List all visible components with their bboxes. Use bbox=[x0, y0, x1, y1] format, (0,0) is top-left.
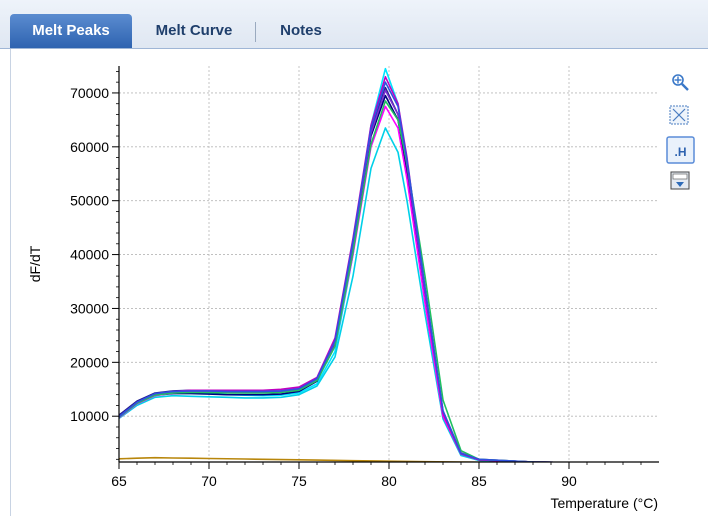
x-tick-label-2: 75 bbox=[291, 473, 307, 489]
tab-bar: Melt Peaks Melt Curve Notes bbox=[0, 0, 708, 49]
x-tick-label-5: 90 bbox=[561, 473, 577, 489]
tab-melt-curve[interactable]: Melt Curve bbox=[155, 22, 233, 39]
x-tick-label-0: 65 bbox=[111, 473, 127, 489]
y-tick-label-0: 10000 bbox=[70, 408, 109, 424]
axes: 10000 20000 30000 40000 50000 60000 70000 65 70 7… bbox=[70, 66, 659, 489]
zoom-in-icon[interactable] bbox=[672, 74, 689, 91]
series-line-9 bbox=[119, 456, 570, 462]
y-tick-label-5: 60000 bbox=[70, 139, 109, 155]
x-tick-label-3: 80 bbox=[381, 473, 397, 489]
y-tick-label-3: 40000 bbox=[70, 247, 109, 263]
y-tick-label-1: 20000 bbox=[70, 354, 109, 370]
x-tick-label-4: 85 bbox=[471, 473, 487, 489]
y-axis-label: dF/dT bbox=[27, 245, 43, 282]
y-tick-label-4: 50000 bbox=[70, 193, 109, 209]
peak-height-icon-label: .H bbox=[675, 145, 687, 159]
zoom-fit-icon[interactable] bbox=[669, 105, 689, 125]
series-line-7 bbox=[119, 100, 597, 462]
y-tick-label-6: 70000 bbox=[70, 85, 109, 101]
grid bbox=[118, 66, 659, 462]
x-axis-label: Temperature (°C) bbox=[550, 495, 658, 511]
tab-divider bbox=[255, 22, 256, 42]
export-icon[interactable] bbox=[670, 171, 690, 190]
series-line-1 bbox=[119, 127, 597, 462]
y-tick-label-2: 30000 bbox=[70, 300, 109, 316]
tab-melt-peaks[interactable]: Melt Peaks bbox=[10, 14, 132, 48]
tab-notes[interactable]: Notes bbox=[280, 22, 322, 39]
peak-height-icon[interactable]: .H bbox=[666, 136, 695, 164]
x-tick-label-1: 70 bbox=[201, 473, 217, 489]
series-line-8 bbox=[119, 81, 597, 462]
series-group bbox=[119, 67, 597, 462]
